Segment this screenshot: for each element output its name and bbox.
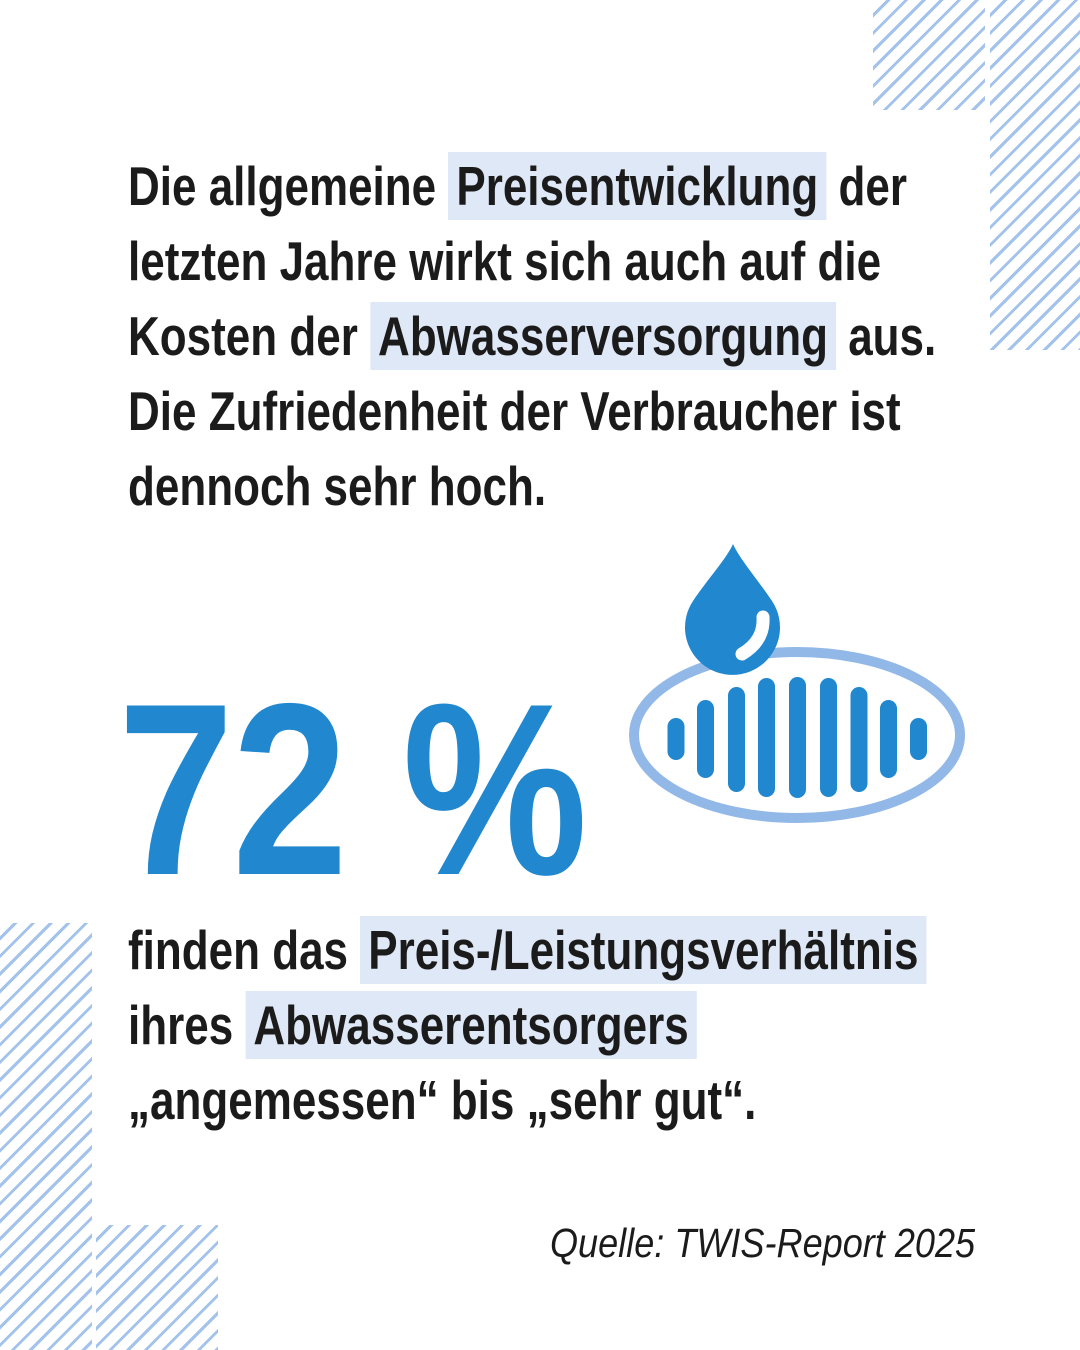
stat-value: 72 % <box>118 652 588 926</box>
outro-line-3: „angemessen“ bis „sehr gut“. <box>128 1063 926 1138</box>
intro-paragraph: Die allgemeine Preisentwicklung der letz… <box>128 149 936 524</box>
outro-paragraph: finden das Preis-/Leistungsverhältnis ih… <box>128 913 927 1138</box>
intro-line-3: Kosten der Abwasserversorgung aus. <box>128 299 936 374</box>
highlighted-term: Preisentwicklung <box>448 152 827 220</box>
hatch-decor-bottom-left-small <box>96 1225 218 1350</box>
text-segment: letzten Jahre wirkt sich auch auf die <box>128 230 882 292</box>
text-segment: Die allgemeine <box>128 155 449 217</box>
intro-line-5: dennoch sehr hoch. <box>128 449 936 524</box>
text-segment: der <box>826 155 907 217</box>
text-segment: dennoch sehr hoch. <box>128 455 547 517</box>
water-drop-drain-icon <box>629 544 965 823</box>
text-segment: aus. <box>835 305 937 367</box>
text-segment: ihres <box>128 994 246 1056</box>
intro-line-1: Die allgemeine Preisentwicklung der <box>128 149 936 224</box>
intro-line-2: letzten Jahre wirkt sich auch auf die <box>128 224 936 299</box>
intro-line-4: Die Zufriedenheit der Verbraucher ist <box>128 374 936 449</box>
source-credit: Quelle: TWIS-Report 2025 <box>549 1220 975 1266</box>
highlighted-term: Preis-/Leistungsverhältnis <box>360 916 927 984</box>
highlighted-term: Abwasserversorgung <box>370 302 836 370</box>
hatch-decor-top-right-tall <box>990 0 1080 350</box>
text-segment: Die Zufriedenheit der Verbraucher ist <box>128 380 901 442</box>
outro-line-2: ihres Abwasserentsorgers <box>128 988 926 1063</box>
outro-line-1: finden das Preis-/Leistungsverhältnis <box>128 913 927 988</box>
drain-ellipse-icon <box>629 647 965 823</box>
water-drop-icon <box>685 544 780 675</box>
text-segment: finden das <box>128 919 361 981</box>
drain-bars-icon <box>667 677 927 798</box>
highlighted-term: Abwasserentsorgers <box>245 991 697 1059</box>
text-segment: Kosten der <box>128 305 371 367</box>
hatch-decor-bottom-left-tall <box>0 923 92 1350</box>
text-segment: „angemessen“ bis „sehr gut“. <box>128 1069 757 1131</box>
drop-shine-icon <box>735 610 770 661</box>
hatch-decor-top-right-small <box>873 0 985 110</box>
